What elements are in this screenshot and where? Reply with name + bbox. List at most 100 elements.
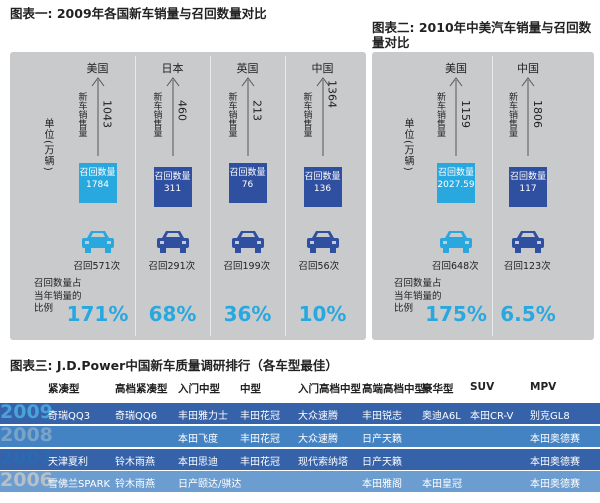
table-cell: 丰田花冠 <box>240 411 280 422</box>
table-cell: 本田雅阁 <box>362 479 402 490</box>
car-light <box>537 241 541 244</box>
arrow-head <box>316 77 329 87</box>
table-cell: 本田奥德赛 <box>530 434 580 445</box>
recall-box: 召回数量 76 <box>228 163 267 203</box>
recall-box: 召回数量 2027.59 <box>437 163 475 203</box>
table-cell: 日产天籁 <box>362 434 402 445</box>
recall-series-label: 召回数量 <box>437 168 474 178</box>
car-icon <box>440 231 472 253</box>
table-cell: 奇瑞QQ3 <box>48 411 91 422</box>
table-cell: 日产天籁 <box>362 457 402 468</box>
recall-series-label: 召回数量 <box>509 172 546 182</box>
table-cell: 丰田花冠 <box>240 457 280 468</box>
table-cell: 奇瑞QQ6 <box>115 411 158 422</box>
car-window <box>449 233 463 237</box>
car-wheel <box>254 247 261 253</box>
table-cell: 本田皇冠 <box>422 479 462 490</box>
table-header: 中型 <box>240 383 261 395</box>
year-label: 2009 <box>0 401 53 423</box>
ratio-percent: 6.5% <box>500 302 556 326</box>
chart1-col-divider <box>210 56 211 336</box>
table-header: 豪华型 <box>422 383 454 395</box>
recall-value: 136 <box>313 184 332 194</box>
table-header: 入门高档中型 <box>298 383 361 395</box>
recall-value: 2027.59 <box>437 180 475 190</box>
car-wheel <box>463 247 469 253</box>
table-cell: 丰田雅力士 <box>178 411 228 422</box>
table-cell: 丰田花冠 <box>240 434 280 445</box>
car-light <box>234 241 239 244</box>
chart2-title: 图表二: 2010年中美汽车销量与召回数量对比 <box>372 20 592 50</box>
car-light <box>106 241 111 244</box>
sales-arrow <box>91 77 104 156</box>
car-window <box>315 233 330 237</box>
table-header: SUV <box>470 381 495 393</box>
recall-count: 召回571次 <box>73 261 121 272</box>
chart1-ratio-label: 召回数量占当年销量的比例 <box>34 278 82 314</box>
chart1-unit-label: 单位(万辆) <box>42 118 53 172</box>
ratio-percent: 68% <box>148 302 197 326</box>
car-icon <box>306 231 339 253</box>
table-cell: 铃木雨燕 <box>115 457 155 468</box>
table-cell: 丰田锐志 <box>362 411 402 422</box>
sales-value: 460 <box>175 100 189 121</box>
car-wheel <box>159 247 166 253</box>
car-wheel <box>234 247 241 253</box>
sales-arrow <box>521 77 535 156</box>
car-body <box>512 238 544 248</box>
car-light <box>443 241 447 244</box>
table-row <box>0 449 600 470</box>
table-header: 入门中型 <box>178 383 220 395</box>
year-label: 2007 <box>0 447 53 469</box>
ratio-percent: 175% <box>425 302 487 326</box>
car-body <box>440 238 472 248</box>
chart1-col-divider <box>285 56 286 336</box>
chart2-unit-label: 单位(万辆) <box>402 118 413 172</box>
car-light <box>181 241 186 244</box>
car-icon <box>156 231 189 253</box>
sales-series-label: 新车销售量 <box>151 92 162 137</box>
table-cell: 天津夏利 <box>48 457 88 468</box>
table-cell: 本田奥德赛 <box>530 479 580 490</box>
table-header: MPV <box>530 381 557 393</box>
car-light <box>84 241 89 244</box>
table-cell: 奥迪A6L <box>422 411 461 422</box>
sales-series-label: 新车销售量 <box>301 92 312 137</box>
sales-arrow <box>166 77 179 156</box>
car-wheel <box>443 247 449 253</box>
car-wheel <box>535 247 541 253</box>
car-light <box>256 241 261 244</box>
arrow-head <box>449 77 463 87</box>
recall-series-label: 召回数量 <box>79 168 116 178</box>
sales-arrow <box>241 77 254 156</box>
car-wheel <box>309 247 316 253</box>
recall-series-label: 召回数量 <box>229 168 266 178</box>
car-body <box>81 238 114 248</box>
chart2-col-divider <box>492 56 493 336</box>
recall-value: 311 <box>163 184 182 194</box>
recall-box: 召回数量 117 <box>509 167 547 207</box>
table-cell: 本田奥德赛 <box>530 457 580 468</box>
car-wheel <box>329 247 336 253</box>
chart2-country-label: 美国 <box>445 62 467 75</box>
car-wheel <box>515 247 521 253</box>
table-cell: 大众速腾 <box>298 434 338 445</box>
table-row <box>0 403 600 424</box>
chart1-title: 图表一: 2009年各国新车销量与召回数量对比 <box>10 6 267 21</box>
chart1-country-label: 日本 <box>161 62 184 75</box>
car-icon <box>231 231 264 253</box>
table-cell: 本田飞度 <box>178 434 218 445</box>
recall-box: 召回数量 311 <box>153 167 192 207</box>
sales-value: 1806 <box>531 100 544 128</box>
chart1-country-label: 美国 <box>86 62 109 75</box>
car-icon <box>512 231 544 253</box>
recall-series-label: 召回数量 <box>154 172 191 182</box>
recall-value: 117 <box>519 184 537 194</box>
recall-value: 1784 <box>86 180 109 190</box>
table-header: 高端高档中型 <box>362 383 425 395</box>
table-header: 紧凑型 <box>48 383 80 395</box>
car-light <box>159 241 164 244</box>
ratio-percent: 10% <box>298 302 347 326</box>
car-light <box>331 241 336 244</box>
table-cell: 别克GL8 <box>530 411 570 422</box>
